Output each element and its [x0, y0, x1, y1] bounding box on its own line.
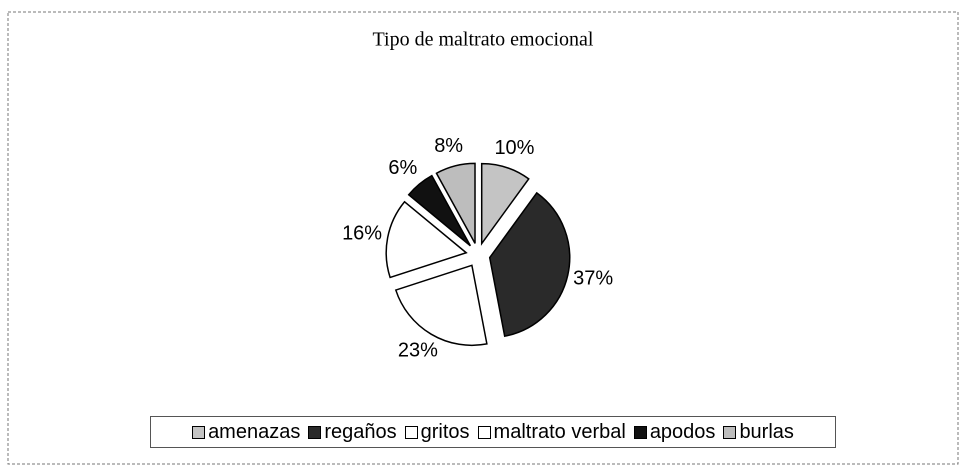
legend: amenazas regaños gritos maltrato verbal apod… — [150, 416, 836, 448]
legend-item: regaños — [308, 420, 397, 444]
legend-swatch — [192, 425, 206, 439]
pie-slice — [394, 264, 488, 347]
legend-item: amenazas — [192, 421, 300, 444]
legend-label: maltrato verbal — [493, 420, 626, 443]
data-label: 37% — [573, 268, 613, 290]
data-label: 6% — [388, 157, 417, 179]
data-label: 16% — [342, 222, 382, 244]
pie-slice — [435, 162, 476, 244]
pie-slice — [480, 162, 530, 246]
legend-swatch — [308, 425, 322, 439]
legend-swatch — [633, 425, 647, 439]
legend-label: regaños — [324, 420, 397, 443]
legend-item: apodos — [633, 420, 716, 444]
data-label: 23% — [398, 340, 438, 362]
legend-label: amenazas — [208, 420, 301, 443]
pie-slice — [407, 174, 472, 247]
legend-item: maltrato verbal — [477, 420, 626, 444]
data-label: 10% — [494, 137, 534, 159]
legend-label: gritos — [420, 420, 470, 443]
legend-label: apodos — [649, 420, 716, 443]
legend-item: burlas — [723, 420, 794, 444]
chart-frame — [7, 11, 959, 465]
pie-slice — [488, 191, 571, 338]
pie-slice — [385, 200, 468, 279]
chart-title: Tipo de maltrato emocional — [373, 29, 594, 51]
legend-label: burlas — [739, 420, 794, 443]
data-label: 8% — [434, 135, 463, 157]
legend-swatch — [477, 425, 491, 439]
legend-swatch — [723, 425, 737, 439]
legend-item: gritos — [404, 420, 470, 444]
legend-swatch — [404, 425, 418, 439]
